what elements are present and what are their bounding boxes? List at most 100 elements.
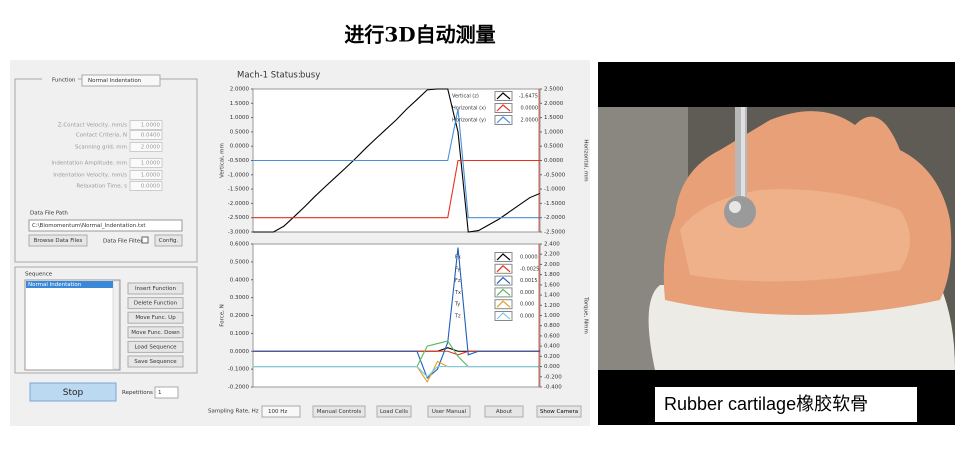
y2-tick-label: 1.0000 <box>544 129 564 135</box>
sequence-button[interactable] <box>127 282 184 295</box>
footer-button[interactable] <box>312 405 366 418</box>
sequence-button[interactable] <box>127 340 184 353</box>
y2-tick-label: 2.200 <box>544 252 560 258</box>
status-label: Mach-1 Status: <box>237 71 301 81</box>
y-axis-label: Force, N <box>220 304 226 327</box>
y2-tick-label: -0.200 <box>544 374 562 380</box>
series-line <box>253 247 540 379</box>
y-tick-label: -3.0000 <box>228 230 250 236</box>
field-input[interactable] <box>129 170 163 180</box>
y2-tick-label: 1.800 <box>544 272 560 278</box>
legend-icon <box>496 300 511 308</box>
field-input[interactable] <box>129 142 163 152</box>
footer-button-label: User Manual <box>432 409 467 415</box>
legend-swatch <box>494 299 513 310</box>
legend-icon <box>496 276 511 285</box>
y2-tick-label: 0.0000 <box>544 158 564 164</box>
plot-area <box>252 243 541 388</box>
footer-button[interactable] <box>427 405 471 418</box>
footer-button-label: Show Camera <box>540 409 578 415</box>
sequence-list <box>24 279 121 371</box>
legend-swatch <box>494 275 513 286</box>
field-label: Relaxation Time, s <box>76 184 127 190</box>
legend-value: 0.0000 <box>520 255 538 261</box>
y-tick-label: 0.0000 <box>230 144 250 150</box>
data-file-label: Data File Path <box>30 211 68 217</box>
legend-name: Horizontal (y) <box>452 118 486 124</box>
camera-view <box>598 62 955 425</box>
y2-tick-label: 1.200 <box>544 303 560 309</box>
y2-tick-label: 1.600 <box>544 282 560 288</box>
field-input[interactable] <box>129 158 163 168</box>
camera-caption: Rubber cartilage橡胶软骨 <box>664 394 868 414</box>
list-item-bg[interactable] <box>26 281 113 288</box>
legend-swatch <box>494 263 513 274</box>
y2-tick-label: 0.600 <box>544 333 560 339</box>
field-input[interactable] <box>129 181 163 191</box>
sampling-value: 100 Hz <box>268 409 287 415</box>
legend-icon <box>496 312 511 320</box>
footer-button[interactable] <box>376 405 412 418</box>
legend-value: 0.000 <box>520 290 534 296</box>
legend-name: Fx <box>455 255 461 261</box>
filter-checkbox[interactable] <box>141 236 149 244</box>
field-label: Contact Criteria, N <box>76 133 127 139</box>
repetitions-input[interactable] <box>154 386 179 399</box>
sequence-button[interactable] <box>127 297 184 310</box>
y-tick-label: -0.2000 <box>228 385 250 391</box>
y2-tick-label: -2.0000 <box>544 215 566 221</box>
y-tick-label: 0.5000 <box>230 259 250 265</box>
sequence-button[interactable] <box>127 311 184 324</box>
stop-label: Stop <box>63 388 84 398</box>
legend-swatch <box>494 103 513 113</box>
y2-tick-label: -1.5000 <box>544 201 566 207</box>
legend-value: -0.0025 <box>520 266 539 272</box>
sequence-button-label: Move Func. Down <box>131 330 180 336</box>
legend-icon <box>496 116 511 124</box>
data-file-input[interactable] <box>28 219 183 232</box>
legend-name: Fz <box>455 278 461 284</box>
field-label: Indentation Amplitude, mm <box>51 161 127 167</box>
y-tick-label: -2.5000 <box>228 215 250 221</box>
sequence-button-label: Move Func. Up <box>135 315 176 321</box>
footer-button[interactable] <box>536 405 582 418</box>
legend-swatch <box>494 287 513 298</box>
browse-button[interactable] <box>28 234 88 247</box>
y2-tick-label: 0.800 <box>544 323 560 329</box>
y2-tick-label: 0.200 <box>544 354 560 360</box>
sampling-dropdown[interactable] <box>261 405 301 418</box>
legend-name: Tz <box>454 314 461 320</box>
field-input[interactable] <box>129 130 163 140</box>
sequence-group <box>14 266 198 374</box>
y2-axis-label: Horizontal, mm <box>583 139 589 181</box>
y2-tick-label: 2.0000 <box>544 101 564 107</box>
function-label: Function <box>52 78 76 84</box>
y2-tick-label: 2.000 <box>544 262 560 268</box>
legend-icon <box>496 253 511 261</box>
footer-button-label: Load Cells <box>380 409 408 415</box>
field-value: 0.0000 <box>141 184 161 190</box>
field-label: Scanning grid, mm <box>75 145 127 151</box>
y2-tick-label: 0.5000 <box>544 144 564 150</box>
stop-button[interactable] <box>29 382 117 402</box>
page-title: 进行3D自动测量 <box>344 23 495 47</box>
field-label: Indentation Velocity, mm/s <box>53 173 127 179</box>
sequence-button[interactable] <box>127 355 184 368</box>
y2-tick-label: -0.400 <box>544 385 562 391</box>
legend-value: 0.000 <box>520 302 534 308</box>
field-value: 0.0400 <box>141 133 161 139</box>
field-input[interactable] <box>129 120 163 130</box>
config-button[interactable] <box>154 234 183 247</box>
sequence-button[interactable] <box>127 326 184 339</box>
legend-swatch <box>494 311 513 321</box>
footer-button[interactable] <box>484 405 524 418</box>
function-dropdown[interactable] <box>81 74 161 87</box>
legend-swatch <box>494 115 513 125</box>
y2-tick-label: 2.5000 <box>544 87 564 93</box>
field-value: 1.0000 <box>141 173 161 179</box>
field-value: 1.0000 <box>141 123 161 129</box>
legend-name: Ty <box>454 302 460 308</box>
legend-name: Tx <box>454 290 461 296</box>
y-tick-label: -1.0000 <box>228 172 250 178</box>
